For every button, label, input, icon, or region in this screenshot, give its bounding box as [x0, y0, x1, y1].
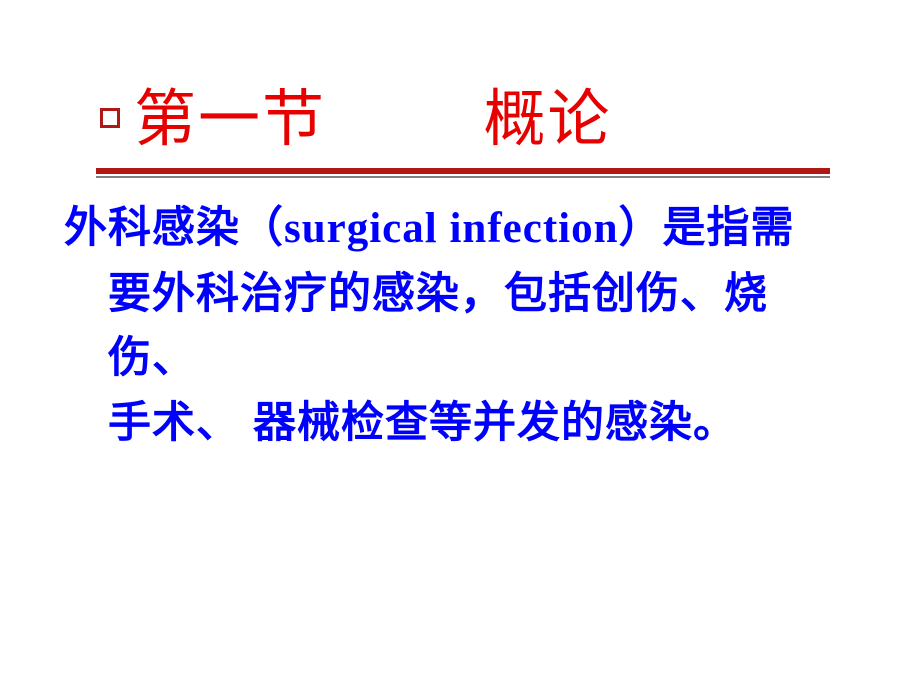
underline-shadow [96, 176, 830, 178]
body-paragraph: 外科感染（surgical infection）是指需要外科治疗的感染，包括创伤… [64, 196, 850, 455]
slide-title: 第一节 概论 [134, 68, 612, 158]
underline-main [96, 168, 830, 174]
title-row: 第一节 概论 [100, 68, 860, 158]
body-line3: 手术、 器械检查等并发的感染。 [108, 399, 737, 447]
body-line1a: 外科感染（ [64, 204, 284, 252]
body-line1b: ）是指需 [619, 204, 795, 252]
title-underline [96, 168, 830, 178]
body: 外科感染（surgical infection）是指需要外科治疗的感染，包括创伤… [64, 196, 850, 455]
title-section: 第一节 [134, 86, 326, 154]
body-line2: 要外科治疗的感染，包括创伤、烧伤、 [108, 270, 768, 383]
title-name: 概论 [484, 86, 612, 154]
title-spaces [326, 86, 484, 154]
title-bullet-square [100, 108, 120, 128]
slide: 第一节 概论 外科感染（surgical infection）是指需要外科治疗的… [0, 0, 920, 690]
body-english-term: surgical infection [284, 205, 619, 252]
